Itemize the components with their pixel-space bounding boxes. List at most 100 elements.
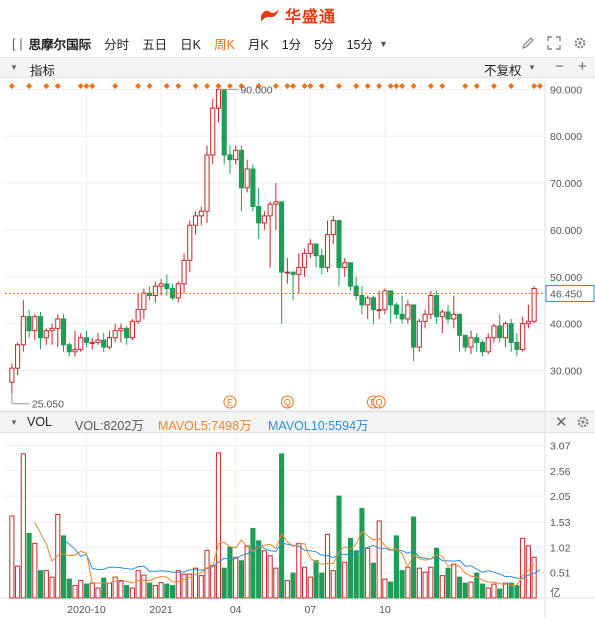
volume-bar [296,542,302,599]
candle-body [124,327,130,339]
fullscreen-icon[interactable] [547,36,561,50]
candle-body [112,330,118,339]
tab-period-4[interactable]: 月K [247,38,269,52]
signal-diamond-icon [77,83,84,89]
tab-period-2[interactable]: 日K [180,38,201,52]
mavol10-line [63,539,541,580]
zoom-in-button[interactable]: + [578,58,587,75]
volume-bar [169,585,176,599]
signal-diamond-icon [215,83,222,89]
candle-body [164,283,170,290]
candle-body [267,203,273,217]
volume-bar [531,556,537,599]
price-tick-label: 50.000 [550,272,582,284]
indicator-menu[interactable]: 指标 [30,64,56,78]
price-tick-label: 40.000 [550,319,582,331]
candle-body [411,304,417,348]
signal-diamond-icon [54,83,61,89]
candle-body [324,234,331,268]
tab-period-0[interactable]: 分时 [104,38,130,52]
candle-body [307,243,313,254]
candle-body [520,323,526,350]
candle-body [428,295,434,315]
signal-diamond-icon [272,83,279,89]
candle-body [89,341,95,344]
candle-body [256,206,262,224]
candle-body [462,334,468,348]
chevron-down-icon[interactable]: ▼ [379,38,388,49]
brand-name: 华盛通 [284,9,336,26]
volume-bar [388,581,394,599]
candle-body [192,215,199,226]
volume-bar [158,582,164,599]
candle-body [72,348,78,353]
volume-bar [164,583,170,599]
volume-unit-label: 亿 [550,586,561,599]
price-tick-label: 60.000 [550,225,582,237]
pen-icon[interactable] [521,36,535,50]
close-icon[interactable]: ✕ [555,414,568,431]
volume-bar [433,547,440,599]
volume-bar [49,576,55,599]
candle-body [416,320,422,348]
candles-layer [9,88,537,394]
candle-body [347,262,354,287]
settings-icon[interactable] [576,415,590,429]
adjust-selector[interactable]: 不复权 [484,64,522,78]
volume-bar [221,567,227,599]
price-tick-label: 80.000 [550,131,582,143]
volume-tick-label: 3.07 [550,440,571,452]
candle-body [290,271,296,275]
candle-body [301,252,308,268]
volume-tick-label: 2.56 [550,466,571,478]
tab-period-7[interactable]: 15分 [346,38,373,52]
candle-body [445,311,451,320]
signal-diamond-icon [531,83,538,89]
candle-body [284,271,290,274]
signal-diamond-icon [410,83,417,89]
settings-icon[interactable] [573,36,587,50]
zoom-out-button[interactable]: − [555,58,564,75]
candle-body [37,316,44,339]
volume-bar [55,514,61,599]
candle-body [198,210,204,217]
tab-period-6[interactable]: 5分 [314,38,334,52]
volume-bar [451,563,457,599]
candle-body [525,320,531,325]
mavol10-value: MAVOL10:5594万 [268,419,369,433]
signal-diamond-icon [226,83,233,89]
tab-period-5[interactable]: 1分 [281,38,302,52]
candle-body [187,224,193,261]
tab-period-3[interactable]: 周K [214,38,235,52]
volume-bar [405,566,411,599]
event-marker-label: Q [284,398,291,408]
collapse-handle-icon[interactable]: [ | [12,36,23,51]
volume-bar [342,561,348,599]
candle-body [399,313,405,320]
signal-diamond-icon [376,83,383,89]
volume-bar [106,582,113,599]
candle-body [210,107,216,156]
candle-body [233,149,239,161]
candle-body [215,88,222,109]
volume-bar [256,540,262,599]
collapse-arrow-icon[interactable]: ▼ [10,418,18,427]
adjust-chevron-icon[interactable]: ▼ [528,63,536,72]
volume-bar [43,570,49,599]
date-tick-label: 07 [304,604,316,616]
signal-diamond-icon [204,83,210,89]
tab-period-1[interactable]: 五日 [142,38,168,52]
volume-tick-label: 2.05 [550,491,571,503]
volume-bar [26,532,32,599]
volume-bar [20,453,26,599]
signal-diamond-icon [307,83,314,89]
candle-body [78,337,84,350]
volume-bar [135,570,141,599]
candle-body [26,316,32,332]
volume-bar [439,575,445,599]
collapse-arrow-icon[interactable]: ▼ [10,63,18,72]
candle-body [49,327,55,332]
signal-diamond-icon [175,83,182,89]
